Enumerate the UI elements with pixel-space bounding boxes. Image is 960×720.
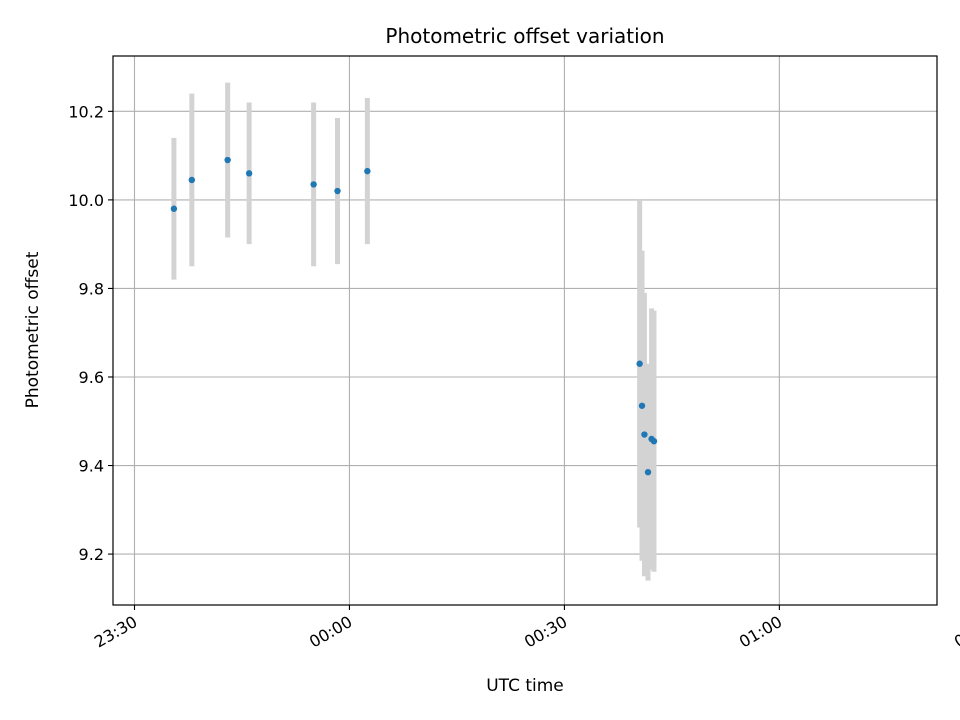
x-axis-label: UTC time [486,676,564,696]
y-tick-label: 10.0 [68,191,104,210]
data-point [224,156,231,164]
y-tick-label: 9.8 [79,279,104,298]
data-point [641,431,648,438]
x-tick-label: 00:00 [306,612,355,652]
grid-lines [113,56,937,605]
y-tick-label: 9.2 [79,545,104,564]
data-point [364,167,371,175]
x-tick-label: 01:00 [736,612,785,652]
data-point [170,205,178,212]
data-points [170,156,658,476]
data-point [650,437,658,445]
data-point [636,360,643,367]
data-point [310,181,317,188]
y-axis-label: Photometric offset [23,251,43,408]
data-point [245,170,253,177]
x-tick-label: 00:30 [521,612,570,652]
plot-frame [112,55,938,606]
data-point [334,187,341,195]
x-tick-label: 23:30 [91,612,140,652]
data-point [188,176,196,184]
y-tick-label: 9.4 [79,457,104,476]
x-tick-label: 01:30 [951,612,960,652]
data-point [644,468,652,476]
chart-title: Photometric offset variation [385,24,664,48]
data-point [638,402,646,409]
y-tick-label: 10.2 [68,102,104,121]
error-bars [171,82,657,581]
y-tick-label: 9.6 [79,368,104,387]
